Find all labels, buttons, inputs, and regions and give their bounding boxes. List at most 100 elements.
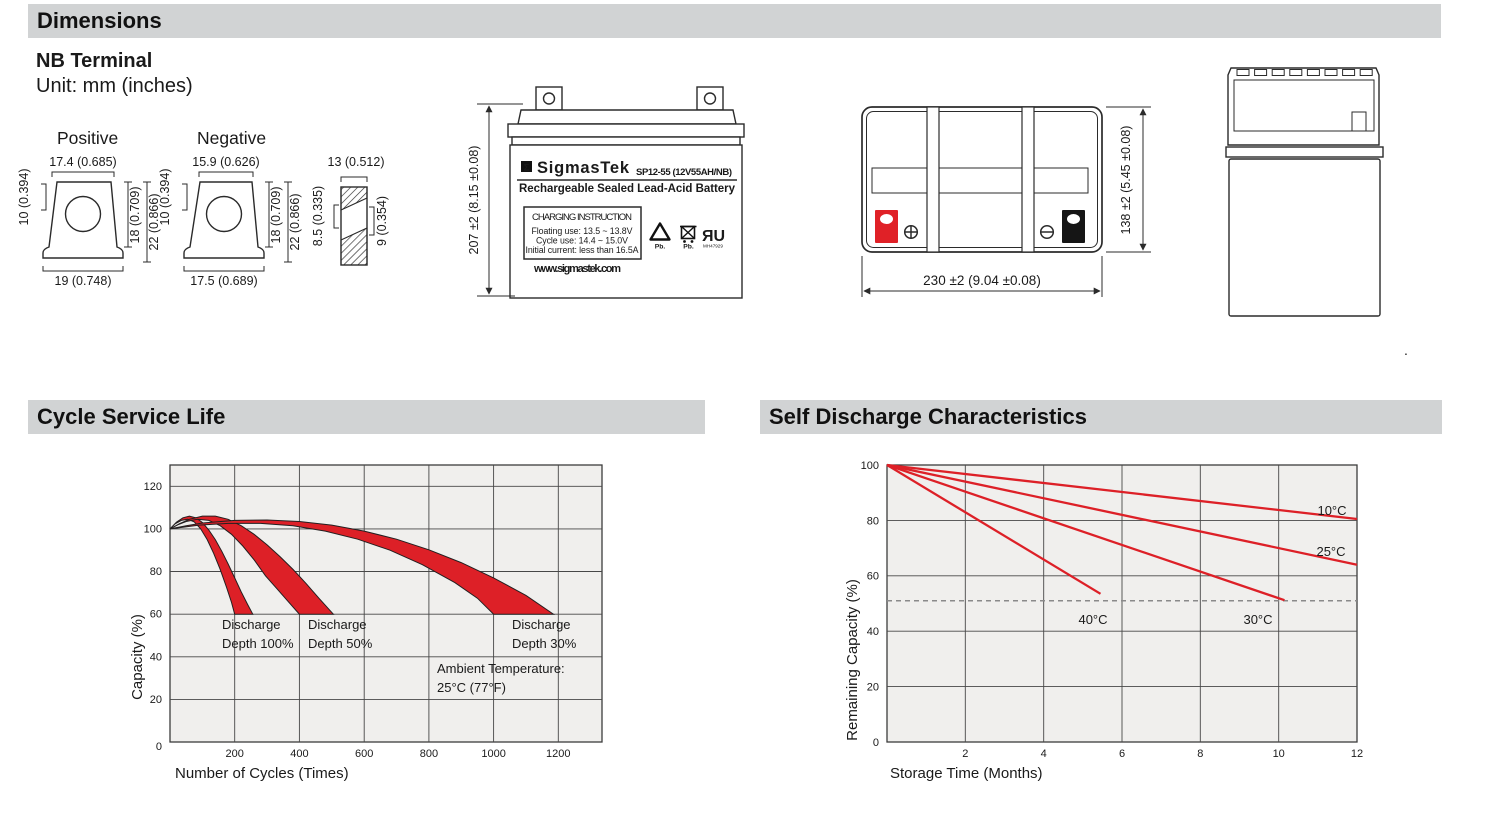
positive-inner-height-dim: 18 (0.709) xyxy=(128,187,142,244)
battery-front-outline xyxy=(507,86,745,299)
battery-side-view xyxy=(1225,67,1384,317)
unit-note: Unit: mm (inches) xyxy=(36,75,193,97)
positive-top-width-dim: 17.4 (0.685) xyxy=(49,155,116,169)
cycle-service-life-chart: Discharge Depth 100% Discharge Depth 50%… xyxy=(129,464,603,782)
svg-text:8: 8 xyxy=(1197,748,1203,760)
depth-50-label-line2: Depth 50% xyxy=(308,636,373,651)
svg-text:20: 20 xyxy=(867,682,879,694)
section-header-dimensions: Dimensions xyxy=(28,4,1441,38)
svg-text:100: 100 xyxy=(861,460,879,472)
depth-100-label-line1: Discharge xyxy=(222,617,281,632)
temperature-labels: 10°C 25°C 30°C 40°C xyxy=(1078,503,1346,627)
top-width-dimension: 230 ±2 (9.04 ±0.08) xyxy=(861,256,1103,297)
depth-30-label-line1: Discharge xyxy=(512,617,571,632)
label-25c: 25°C xyxy=(1316,544,1345,559)
negative-top-width-dim: 15.9 (0.626) xyxy=(192,155,259,169)
website-url: www.sigmastek.com xyxy=(533,263,621,275)
cycle-y-axis-title: Capacity (%) xyxy=(129,614,146,700)
battery-side-outline xyxy=(1225,67,1384,317)
self-discharge-lines xyxy=(886,463,1358,602)
negative-label: Negative xyxy=(197,128,266,148)
cycle-annotations: Discharge Depth 100% Discharge Depth 50%… xyxy=(222,617,577,695)
positive-left-height-dim: 10 (0.394) xyxy=(17,169,31,226)
crossed-bin-pb-icon: Pb. xyxy=(680,225,697,251)
depth-30-label-line2: Depth 30% xyxy=(512,636,577,651)
self-discharge-x-tick-labels: 2 4 6 8 10 12 xyxy=(962,748,1363,760)
charging-line-3: Initial current: less than 16.5A xyxy=(526,245,639,255)
terminal-dimension-drawings: Positive 17.4 (0.685) 19 (0.748) 10 (0.3… xyxy=(17,128,389,288)
top-label-strip xyxy=(871,167,1089,194)
battery-type-line: Rechargeable Sealed Lead-Acid Battery xyxy=(519,183,736,195)
terminal-profile-drawing: 13 (0.512) 8.5 (0.335) 9 (0.354) xyxy=(311,155,389,266)
terminal-hole-icon xyxy=(703,92,717,105)
negative-outer-height-dim: 22 (0.866) xyxy=(288,194,302,251)
profile-width-dim: 13 (0.512) xyxy=(328,155,385,169)
svg-text:2: 2 xyxy=(962,748,968,760)
brand-name: SigmasTek xyxy=(537,159,630,177)
profile-right-height-dim: 9 (0.354) xyxy=(375,196,389,246)
vent-slots xyxy=(1236,69,1373,76)
model-number: SP12-55 (12V55AH/NB) xyxy=(636,167,732,178)
battery-top-view: 138 ±2 (5.45 ±0.08) 230 ±2 (9.04 ±0.08) xyxy=(861,106,1151,297)
self-discharge-x-axis-title: Storage Time (Months) xyxy=(890,765,1043,782)
charging-instruction-box xyxy=(523,206,642,260)
label-30c: 30°C xyxy=(1243,612,1272,627)
front-height-dimension: 207 ±2 (8.15 ±0.08) xyxy=(467,103,523,297)
positive-bottom-width-dim: 19 (0.748) xyxy=(55,274,112,288)
top-width-dim-label: 230 ±2 (9.04 ±0.08) xyxy=(923,273,1041,288)
svg-text:0: 0 xyxy=(156,741,162,753)
charging-title: CHARGING INSTRUCTION xyxy=(532,212,632,223)
svg-text:120: 120 xyxy=(144,481,162,493)
sigma-logo-icon xyxy=(521,161,532,172)
battery-top-outline xyxy=(861,106,1103,253)
section-header-cycle-service-life: Cycle Service Life xyxy=(28,400,705,434)
self-discharge-chart: 10°C 25°C 30°C 40°C 100 80 60 40 20 0 2 … xyxy=(844,460,1363,782)
svg-text:40: 40 xyxy=(150,651,162,663)
negative-terminal-drawing: Negative 15.9 (0.626) 17.5 (0.689) 10 (0… xyxy=(158,128,302,288)
svg-text:20: 20 xyxy=(150,694,162,706)
svg-text:1000: 1000 xyxy=(481,748,505,760)
battery-label: Σ SigmasTek SP12-55 (12V55AH/NB) Recharg… xyxy=(517,159,737,275)
battery-front-view: Σ SigmasTek SP12-55 (12V55AH/NB) Recharg… xyxy=(467,86,745,299)
svg-text:600: 600 xyxy=(355,748,373,760)
terminal-hole-icon xyxy=(542,92,556,105)
svg-text:60: 60 xyxy=(150,609,162,621)
svg-text:0: 0 xyxy=(873,737,879,749)
self-discharge-gridlines xyxy=(887,465,1357,742)
charging-line-2: Cycle use: 14.4 ~ 15.0V xyxy=(536,236,628,246)
section-header-self-discharge: Self Discharge Characteristics xyxy=(760,400,1442,434)
minus-terminal-icon xyxy=(1039,224,1055,240)
top-height-dim-label: 138 ±2 (5.45 ±0.08) xyxy=(1119,126,1133,235)
terminal-type-title: NB Terminal xyxy=(36,50,153,72)
label-40c: 40°C xyxy=(1078,612,1107,627)
svg-text:1200: 1200 xyxy=(546,748,570,760)
line-10-c xyxy=(886,463,1358,521)
depth-50-label-line1: Discharge xyxy=(308,617,367,632)
self-discharge-y-tick-labels: 100 80 60 40 20 0 xyxy=(861,460,879,749)
svg-text:100: 100 xyxy=(144,523,162,535)
charging-line-1: Floating use: 13.5 ~ 13.8V xyxy=(532,226,633,236)
ul-mark-glyphs: ЯU xyxy=(702,228,725,245)
profile-left-height-dim: 8.5 (0.335) xyxy=(311,186,325,246)
negative-inner-height-dim: 18 (0.709) xyxy=(269,187,283,244)
line-30-c xyxy=(886,463,1285,602)
negative-bottom-width-dim: 17.5 (0.689) xyxy=(190,274,257,288)
cycle-x-axis-title: Number of Cycles (Times) xyxy=(175,765,349,782)
cycle-y-tick-labels: 120 100 80 60 40 20 0 xyxy=(144,481,162,753)
top-height-dimension: 138 ±2 (5.45 ±0.08) xyxy=(1106,106,1151,253)
svg-text:10: 10 xyxy=(1273,748,1285,760)
svg-text:80: 80 xyxy=(150,566,162,578)
positive-terminal-drawing: Positive 17.4 (0.685) 19 (0.748) 10 (0.3… xyxy=(17,128,161,288)
negative-left-height-dim: 10 (0.394) xyxy=(158,169,172,226)
label-10c: 10°C xyxy=(1317,503,1346,518)
line-40-c xyxy=(886,464,1102,595)
svg-text:400: 400 xyxy=(290,748,308,760)
svg-text:12: 12 xyxy=(1351,748,1363,760)
cycle-discharge-bands xyxy=(169,515,556,615)
pb-bin-text: Pb. xyxy=(683,244,694,251)
ambient-temp-label-line2: 25°C (77°F) xyxy=(437,680,506,695)
pb-recycle-text: Pb. xyxy=(655,244,666,251)
sigma-glyph: Σ xyxy=(524,163,530,174)
front-height-dim-label: 207 ±2 (8.15 ±0.08) xyxy=(467,146,481,255)
